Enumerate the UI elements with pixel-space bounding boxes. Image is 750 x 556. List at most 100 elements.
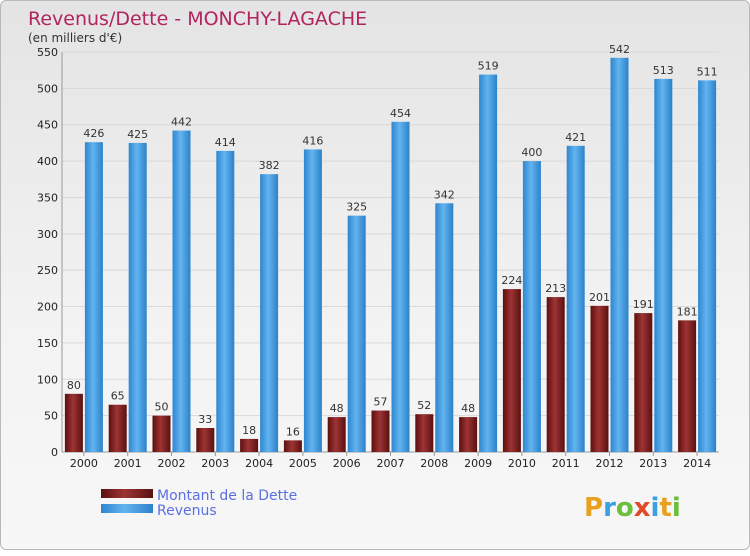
bar-dette [152,415,171,452]
x-tick-label: 2009 [464,457,492,470]
value-label-revenus: 454 [390,107,411,120]
y-tick-label: 0 [51,446,58,459]
x-axis: 2000 2001 2002 2003 2004 2005 2006 2007 2008 2009… [70,452,711,470]
proxiti-logo: Proxiti [584,493,681,523]
value-label-revenus: 425 [127,128,148,141]
bar-dette [108,404,127,452]
bar-revenus [391,121,410,453]
y-tick-label: 50 [44,410,58,423]
value-label-dette: 213 [545,282,566,295]
value-label-revenus: 382 [259,159,280,172]
bar-revenus [216,150,235,452]
x-tick-label: 2002 [158,457,186,470]
x-tick-label: 2006 [333,457,361,470]
bar-dette [502,289,521,452]
y-tick-label: 200 [37,301,58,314]
bar-dette [240,438,259,452]
y-tick-label: 550 [37,46,58,59]
legend-swatch-debt [101,489,153,498]
x-tick-label: 2005 [289,457,317,470]
bar-dette [64,393,83,452]
y-axis: 0 50 100 150 200 250 300 350 400 450 500 550 [37,46,719,459]
bar-dette [678,320,697,452]
bar-dette [415,414,434,452]
gridlines [62,51,719,453]
value-label-revenus: 442 [171,116,192,129]
bar-revenus [566,145,585,452]
y-tick-label: 350 [37,191,58,204]
value-label-dette: 33 [198,413,212,426]
bar-revenus [698,80,717,452]
value-label-dette: 18 [242,424,256,437]
legend: Montant de la Dette Revenus [101,488,297,519]
bar-dette [371,410,390,452]
legend-label-debt: Montant de la Dette [157,488,297,504]
x-tick-label: 2012 [596,457,624,470]
y-tick-label: 450 [37,119,58,132]
bar-dette [283,440,302,452]
x-tick-label: 2010 [508,457,536,470]
bar-revenus [435,203,454,452]
legend-swatch-revenus [101,504,153,513]
bar-dette [590,305,609,452]
bar-revenus [303,149,322,453]
value-label-dette: 191 [633,298,654,311]
value-label-dette: 16 [286,425,300,438]
value-label-revenus: 325 [346,201,367,214]
bar-revenus [172,130,191,452]
value-label-dette: 57 [374,396,388,409]
value-label-revenus: 421 [565,131,586,144]
bar-dette [459,417,478,452]
value-labels: 80 426 65 425 50 442 33 414 18 382 16 416 48 325 57 454… [67,43,718,439]
bar-revenus [84,142,103,452]
bar-revenus [522,161,541,452]
bar-dette [634,313,653,452]
bars [64,57,717,453]
value-label-revenus: 342 [434,188,455,201]
x-tick-label: 2008 [420,457,448,470]
x-tick-label: 2013 [639,457,667,470]
y-tick-label: 300 [37,228,58,241]
y-tick-label: 400 [37,155,58,168]
y-tick-label: 100 [37,373,58,386]
value-label-dette: 52 [417,399,431,412]
bar-dette [327,417,346,452]
x-tick-label: 2004 [245,457,273,470]
x-tick-label: 2003 [201,457,229,470]
x-tick-label: 2001 [114,457,142,470]
y-tick-label: 250 [37,264,58,277]
value-label-revenus: 519 [478,60,499,73]
value-label-revenus: 511 [697,65,718,78]
value-label-dette: 65 [111,390,125,403]
value-label-dette: 181 [677,305,698,318]
bar-revenus [479,74,498,452]
chart-title: Revenus/Dette - MONCHY-LAGACHE [28,8,367,30]
chart-subtitle: (en milliers d'€) [28,31,122,45]
y-tick-label: 500 [37,82,58,95]
value-label-revenus: 513 [653,64,674,77]
bar-dette [196,428,215,452]
x-tick-label: 2014 [683,457,711,470]
bar-revenus [654,78,673,452]
x-tick-label: 2007 [377,457,405,470]
svg-text:Proxiti: Proxiti [584,493,681,523]
value-label-dette: 201 [589,291,610,304]
value-label-dette: 48 [330,402,344,415]
value-label-dette: 224 [501,274,522,287]
value-label-dette: 80 [67,379,81,392]
value-label-dette: 50 [155,401,169,414]
value-label-revenus: 400 [521,146,542,159]
bar-dette [546,297,565,452]
bar-revenus [260,174,279,452]
value-label-revenus: 416 [302,134,323,147]
bar-revenus [128,142,147,452]
value-label-dette: 48 [461,402,475,415]
value-label-revenus: 426 [83,127,104,140]
value-label-revenus: 542 [609,43,630,56]
x-tick-label: 2011 [552,457,580,470]
bar-revenus [610,57,629,453]
y-tick-label: 150 [37,337,58,350]
legend-label-revenus: Revenus [157,503,217,519]
